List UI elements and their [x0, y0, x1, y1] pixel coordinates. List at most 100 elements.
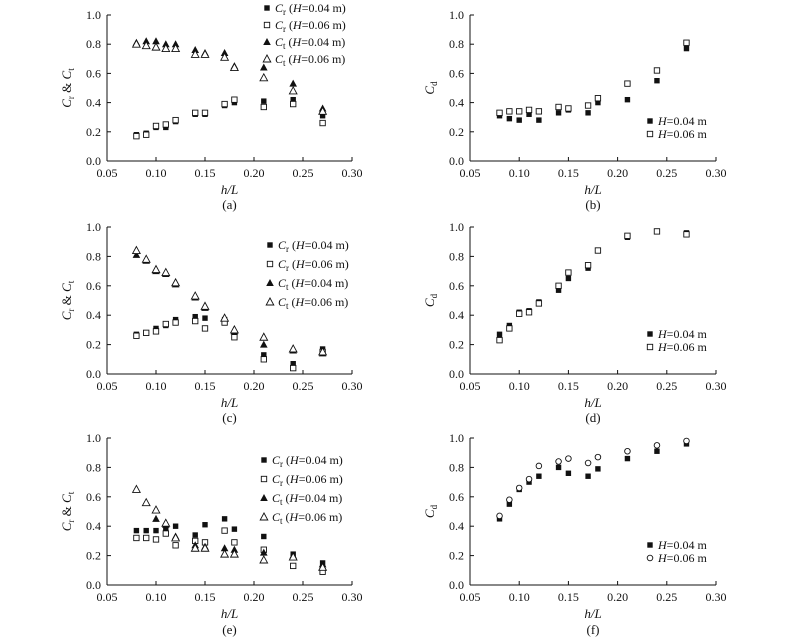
- data-point: [653, 67, 661, 74]
- x-tick-label: 0.15: [558, 590, 579, 604]
- data-point: [624, 455, 631, 462]
- legend-label: Cr (H=0.04 m): [275, 1, 346, 17]
- data-point: [290, 361, 296, 367]
- x-tick-label: 0.20: [607, 379, 628, 393]
- data-point: [259, 555, 269, 564]
- data-point: [624, 96, 631, 103]
- x-tick-label: 0.10: [146, 166, 167, 180]
- data-point: [143, 131, 150, 138]
- data-point: [290, 364, 297, 372]
- x-tick-label: 0.05: [97, 379, 118, 393]
- data-point: [153, 527, 159, 534]
- data-point: [260, 103, 267, 111]
- x-tick-label: 0.15: [195, 379, 216, 393]
- legend-label: H=0.04 m: [657, 538, 707, 552]
- data-point: [261, 352, 267, 358]
- legend-marker: [265, 297, 275, 306]
- data-point: [200, 543, 210, 552]
- data-point: [231, 539, 238, 546]
- y-tick-label: 0.6: [449, 490, 464, 504]
- x-tick-label: 0.10: [509, 166, 530, 180]
- y-tick-label: 0.8: [449, 37, 464, 51]
- chart-panel-c: 0.05 0.10 0.15 0.20 0.25 0.30 0.0 0.2 0.4 0.6 0.8 1…: [59, 220, 363, 425]
- legend-label: H=0.06 m: [657, 340, 707, 354]
- data-point: [161, 43, 171, 53]
- data-point: [318, 106, 328, 115]
- data-point: [555, 464, 562, 471]
- data-point: [190, 543, 200, 552]
- legend: H=0.04 mH=0.06 m: [646, 114, 707, 141]
- data-point: [151, 505, 161, 514]
- data-point: [624, 232, 631, 239]
- data-point: [220, 544, 229, 552]
- data-point: [231, 334, 238, 341]
- data-point: [555, 458, 562, 465]
- data-point: [288, 344, 298, 353]
- data-point: [506, 115, 513, 122]
- y-tick-label: 0.6: [86, 66, 101, 80]
- data-point: [318, 347, 328, 356]
- x-axis-label: h/L: [221, 606, 238, 621]
- data-point: [163, 526, 169, 532]
- legend-label: Ct (H=0.06 m): [272, 510, 342, 526]
- data-point: [585, 473, 591, 479]
- data-point: [289, 79, 297, 87]
- data-point: [624, 447, 631, 455]
- y-tick-label: 0.2: [86, 338, 101, 352]
- x-tick-label: 0.25: [656, 379, 677, 393]
- data-point: [143, 329, 150, 336]
- series-0: [133, 96, 326, 138]
- data-point: [506, 496, 513, 503]
- data-point: [496, 109, 503, 116]
- y-tick-label: 0.4: [86, 519, 101, 533]
- series-3: [131, 245, 328, 356]
- x-tick-label: 0.25: [293, 590, 314, 604]
- data-point: [290, 96, 296, 103]
- y-tick-label: 0.2: [449, 338, 464, 352]
- data-point: [152, 328, 160, 335]
- x-tick-label: 0.15: [558, 166, 579, 180]
- x-tick-label: 0.05: [460, 379, 481, 393]
- data-point: [496, 512, 503, 520]
- x-axis-label: h/L: [584, 395, 601, 410]
- legend-marker: [266, 279, 274, 286]
- x-axis-label: h/L: [221, 182, 238, 197]
- chart-panel-e: 0.05 0.10 0.15 0.20 0.25 0.30 0.0 0.2 0.4 0.6 0.8 1…: [59, 431, 363, 637]
- data-point: [161, 518, 171, 527]
- legend-marker: [259, 512, 269, 521]
- series-0: [133, 313, 326, 367]
- data-point: [221, 100, 228, 108]
- y-tick-label: 0.2: [449, 549, 464, 563]
- x-tick-label: 0.25: [293, 166, 314, 180]
- x-tick-label: 0.10: [146, 590, 167, 604]
- y-axis-label: Cd: [422, 504, 439, 518]
- data-point: [595, 99, 601, 106]
- data-point: [220, 313, 230, 322]
- data-point: [683, 39, 690, 46]
- data-point: [525, 475, 533, 483]
- data-point: [260, 63, 268, 71]
- data-point: [200, 49, 210, 58]
- y-tick-label: 0.6: [449, 279, 464, 293]
- y-axis-label: Cr & Ct: [59, 280, 76, 320]
- x-tick-label: 0.20: [244, 590, 265, 604]
- data-point: [565, 105, 572, 112]
- y-tick-label: 0.2: [86, 125, 101, 139]
- legend-label: Ct (H=0.04 m): [278, 276, 348, 292]
- data-point: [290, 100, 297, 108]
- data-point: [653, 228, 661, 235]
- legend-label: Ct (H=0.06 m): [278, 295, 348, 311]
- legend-marker: [262, 54, 272, 63]
- panel-label: (a): [222, 197, 236, 212]
- y-tick-label: 0.8: [449, 460, 464, 474]
- legend-label: H=0.04 m: [657, 327, 707, 341]
- data-point: [555, 110, 562, 116]
- y-tick-label: 1.0: [86, 220, 101, 234]
- legend: Cr (H=0.04 m) Cr (H=0.06 m) Ct (H=0.04 m) C…: [259, 453, 343, 526]
- chart-panel-d: 0.05 0.10 0.15 0.20 0.25 0.30 0.0 0.2 0.4 0.6 0.8 1…: [422, 220, 727, 425]
- data-point: [506, 325, 513, 332]
- panel-label: (e): [222, 622, 236, 637]
- x-axis-label: h/L: [584, 182, 601, 197]
- legend: H=0.04 mH=0.06 m: [646, 327, 707, 354]
